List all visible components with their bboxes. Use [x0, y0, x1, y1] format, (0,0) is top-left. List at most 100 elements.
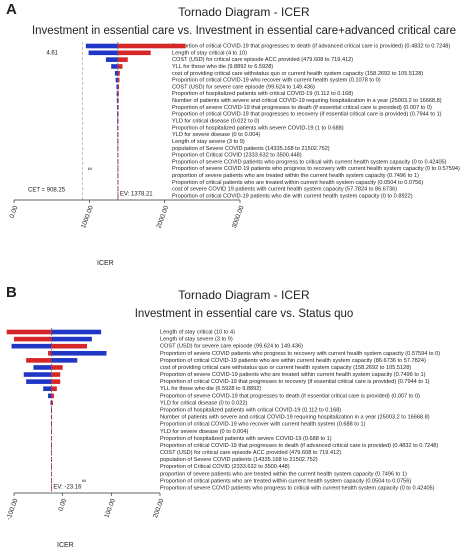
tornado-bar — [117, 118, 118, 124]
tornado-bar — [51, 358, 78, 363]
tornado-bar — [51, 329, 102, 335]
tornado-bar — [117, 57, 128, 62]
row-label: population of Severe COVID patients (143… — [160, 457, 318, 463]
chart-title: Tornado Diagram - ICER — [178, 5, 310, 19]
row-label: YLD for severe disease (0 to 0.004) — [172, 132, 260, 138]
annotation: 4.61 — [46, 50, 58, 56]
tornado-bar — [117, 186, 119, 192]
x-tick-label: 200.00 — [152, 498, 166, 519]
row-label: Proportion of critical COVID-19 that pro… — [160, 379, 430, 385]
tornado-bar — [117, 118, 119, 124]
row-label: YLL for those who die (9.8892 to 6.5928) — [172, 64, 273, 70]
row-label: Number of patients with severe and criti… — [160, 415, 430, 421]
tornado-bar — [88, 50, 118, 56]
tornado-bar — [117, 159, 119, 165]
chart-subtitle: Investment in essential care vs. Investm… — [32, 25, 456, 37]
row-label: Proportion of severe COVID-19 patients w… — [160, 372, 426, 378]
row-label: Proportion of critical patients who are … — [172, 180, 423, 186]
tornado-bar — [50, 400, 52, 406]
tornado-bar — [33, 365, 52, 370]
row-label: Length of stay critical (10 to 4) — [160, 329, 235, 335]
tornado-bar — [116, 84, 118, 90]
tornado-bar — [117, 166, 119, 172]
x-tick-label: 3000.00 — [231, 205, 246, 230]
row-label: population of Severe COVID patients (143… — [172, 146, 330, 152]
tornado-bar — [14, 336, 52, 342]
x-tick-label: 1000.00 — [80, 205, 95, 230]
tornado-bar — [51, 457, 52, 462]
row-label: Proportion of severe COVID-19 that progr… — [160, 393, 420, 399]
row-label: Proportion of hospitalized patients with… — [160, 407, 341, 413]
row-label: cost of severe COVID 19 patients with cu… — [172, 187, 397, 193]
row-label: Length of stay critical (4 to 10) — [172, 50, 247, 56]
tornado-bar — [51, 350, 107, 356]
tornado-bar — [117, 145, 119, 151]
row-label: Proportion of hospitalized patients with… — [172, 125, 344, 131]
tornado-bar — [117, 152, 119, 158]
row-label: COST (USD) for critical care episode ACC… — [172, 57, 353, 63]
cet-label: CET = 908.25 — [28, 188, 66, 194]
tornado-bar — [51, 400, 53, 406]
row-label: YLD for severe disease (0 to 0.004) — [160, 429, 248, 435]
tornado-bar — [43, 386, 52, 392]
x-axis-label: ICER — [97, 260, 114, 267]
tornado-bar — [51, 379, 61, 384]
row-label: Proportion of hospitalized patients with… — [160, 436, 332, 442]
tornado-bar — [117, 193, 119, 199]
row-label: Proportion of critical COVID-19 that pro… — [172, 43, 450, 49]
tornado-bar — [117, 159, 119, 165]
tornado-bar — [114, 70, 118, 76]
x-tick-label: 2000.00 — [156, 205, 171, 230]
tornado-bar — [105, 57, 118, 62]
annotation: ∞ — [88, 166, 92, 172]
tornado-bar — [51, 464, 52, 470]
tornado-bar — [117, 173, 119, 178]
x-tick-label: 0.00 — [9, 205, 20, 220]
row-label: Number of patients with severe and criti… — [172, 98, 442, 104]
tornado-bar — [26, 358, 52, 363]
tornado-bar — [51, 386, 57, 392]
tornado-bar — [48, 350, 52, 356]
row-label: COST (USD) for severe care episode (99.6… — [160, 344, 303, 350]
tornado-bar — [51, 365, 63, 370]
row-label: COST (USD) for critical care episode ACC… — [160, 450, 341, 456]
row-label: Proportion of critical COVID-19 patients… — [160, 358, 426, 364]
tornado-bar — [117, 125, 118, 131]
row-label: Proportion of critical COVID-19 who reco… — [160, 422, 366, 428]
row-label: Proportion of critical COVID-19 who reco… — [172, 78, 381, 84]
tornado-bar — [23, 372, 52, 377]
row-label: Proportion of Critical COVID (2333.632 t… — [160, 464, 290, 470]
row-label: Proportion of severe COVID patients who … — [172, 159, 447, 165]
row-label: Length of stay severe (3 to 9) — [160, 337, 233, 343]
tornado-bar — [117, 132, 119, 137]
tornado-bar — [117, 98, 119, 103]
tornado-bar — [117, 64, 123, 69]
row-label: Proportion of severe COVID patients who … — [160, 351, 440, 357]
tornado-bar — [51, 478, 52, 484]
tornado-bar — [26, 379, 52, 384]
tornado-bar — [117, 139, 118, 144]
row-label: YLL for those who die (6.5928 to 9.8892) — [160, 386, 261, 392]
tornado-bar — [117, 145, 119, 151]
row-label: Proportion of critical COVID-19 patients… — [172, 193, 413, 199]
row-label: Length of stay severe (3 to 9) — [172, 139, 245, 145]
row-label: Proportion of hospitalized patients with… — [172, 91, 353, 97]
panel-label: B — [6, 284, 17, 301]
tornado-bar — [48, 393, 52, 399]
tornado-bar — [117, 125, 119, 131]
tornado-bar — [50, 414, 52, 420]
row-label: cost of providing critical care withstat… — [172, 71, 423, 77]
row-label: cost of providing critical care withstat… — [160, 365, 411, 371]
tornado-bar — [51, 471, 52, 477]
tornado-bar — [117, 77, 120, 83]
tornado-bar — [117, 43, 186, 49]
tornado-bar — [111, 64, 118, 69]
tornado-bar — [117, 105, 119, 110]
ev-label: EV: 1378.21 — [120, 192, 153, 198]
tornado-bar — [117, 91, 119, 97]
tornado-bar — [117, 111, 118, 117]
tornado-bar — [51, 336, 92, 342]
x-axis-label: ICER — [57, 542, 74, 549]
tornado-bar — [117, 84, 120, 90]
